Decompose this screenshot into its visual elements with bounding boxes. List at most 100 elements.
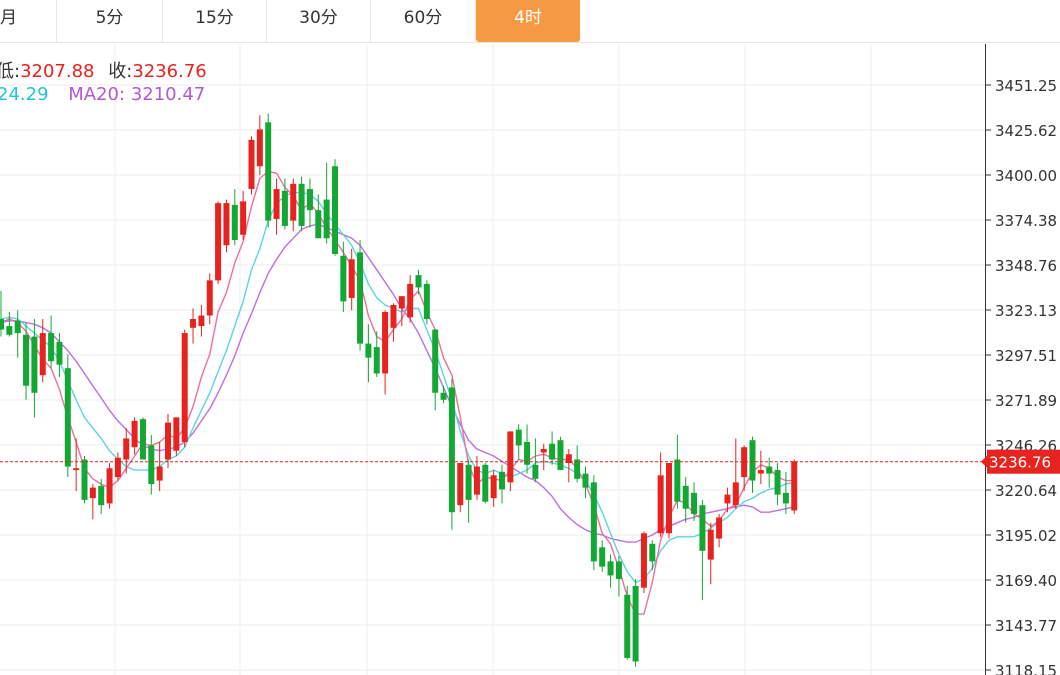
candle-body [540, 448, 547, 453]
candle [248, 136, 255, 195]
candle [332, 159, 338, 256]
candles [0, 113, 798, 667]
candle-body [39, 333, 46, 376]
y-tick-label: 3425.62 [995, 122, 1057, 140]
tab-30min[interactable]: 30分 [267, 0, 371, 42]
candle [499, 464, 505, 504]
candle-body [432, 329, 439, 393]
candle [473, 456, 480, 500]
candle-body [448, 387, 455, 513]
candle-body [290, 183, 297, 221]
candle [31, 319, 38, 418]
candle-body [482, 464, 489, 502]
candle [682, 477, 689, 523]
current-price-tag: 3236.76 [981, 449, 1060, 474]
candle-body [590, 482, 597, 562]
candle-body [64, 368, 71, 467]
candle-body [173, 417, 180, 451]
candle-body [165, 422, 171, 460]
candle-body [357, 252, 364, 344]
tab-60min[interactable]: 60分 [371, 0, 476, 42]
candle-body [607, 561, 614, 576]
period-tab-bar: 月 5分 15分 30分 60分 4时 [0, 0, 1060, 43]
candle [515, 424, 522, 460]
candle [716, 513, 723, 548]
ma10-line [0, 191, 795, 584]
candle [231, 189, 238, 246]
y-tick-label: 3323.13 [995, 302, 1057, 320]
candle-body [574, 459, 581, 479]
tab-5min[interactable]: 5分 [57, 0, 163, 42]
price-tag-arrow [981, 455, 987, 468]
candle-body [48, 333, 55, 362]
candle-body [323, 199, 330, 239]
candle-body [340, 255, 347, 302]
candle-body [782, 492, 789, 504]
y-tick-label: 3220.64 [995, 482, 1057, 500]
candle [123, 427, 130, 474]
candle [56, 333, 63, 377]
candle [290, 178, 297, 232]
candle [323, 162, 330, 244]
y-tick-label: 3348.76 [995, 257, 1057, 275]
tab-month[interactable]: 月 [0, 0, 57, 42]
candle [14, 310, 21, 358]
candle [599, 540, 606, 572]
candle-body [473, 466, 480, 495]
moving-average-lines [0, 170, 795, 615]
candle-body [599, 547, 606, 567]
candle-body [499, 471, 505, 490]
tab-15min[interactable]: 15分 [163, 0, 267, 42]
candle [273, 178, 280, 235]
candle-body [265, 122, 272, 221]
candle [549, 431, 556, 465]
candle [23, 322, 30, 400]
candle-body [724, 494, 731, 504]
candle [198, 304, 205, 337]
candle [691, 482, 698, 521]
candle-body [624, 594, 631, 658]
candle-body [31, 336, 38, 393]
candle [64, 354, 71, 478]
candle [298, 176, 305, 232]
candle-body [89, 487, 96, 499]
candle-body [666, 463, 672, 534]
low-label: 低: [0, 61, 21, 82]
candle [457, 463, 464, 513]
y-tick-label: 3271.89 [995, 392, 1057, 410]
candle [432, 329, 439, 411]
candle [640, 531, 647, 593]
candle-body [524, 441, 531, 465]
candle-body [532, 464, 539, 479]
candle-body [256, 129, 263, 167]
tab-4hour[interactable]: 4时 [476, 0, 580, 42]
candle [215, 201, 222, 284]
candle-body [281, 190, 288, 226]
candle [39, 319, 46, 383]
candle-body [766, 466, 773, 474]
close-value: 3236.76 [132, 61, 207, 82]
candle [206, 273, 213, 325]
candle [181, 329, 188, 448]
candle-body [716, 517, 723, 539]
candle-body [215, 203, 222, 281]
candle [139, 417, 146, 460]
candle-body [682, 485, 689, 509]
candle-body [190, 319, 197, 328]
candle-body [407, 283, 414, 318]
candle [657, 452, 664, 537]
candle [440, 385, 447, 404]
candle [674, 434, 681, 509]
candle [540, 443, 547, 471]
candle-body [306, 189, 313, 211]
candle [256, 115, 263, 176]
candle-body [440, 392, 447, 400]
y-tick-label: 3400.00 [995, 167, 1057, 185]
candle [148, 434, 155, 495]
low-value: 3207.88 [20, 61, 95, 82]
candle [532, 438, 539, 483]
candle-body [757, 470, 764, 474]
candle [624, 585, 631, 660]
candle-body [156, 466, 163, 481]
